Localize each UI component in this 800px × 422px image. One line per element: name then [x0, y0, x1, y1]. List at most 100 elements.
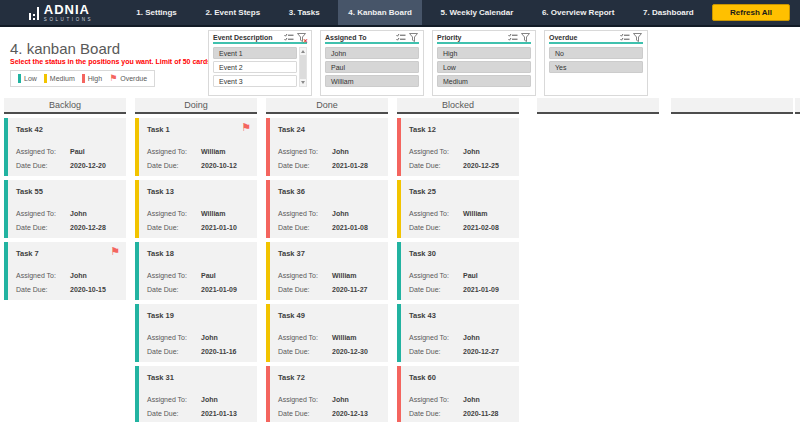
slicer-item-yes[interactable]: Yes: [549, 61, 643, 73]
date-due-label: Date Due:: [147, 348, 179, 355]
overdue-flag-icon: ⚑: [109, 74, 117, 83]
task-card[interactable]: Task 31Assigned To:JohnDate Due:2021-01-…: [135, 366, 257, 422]
task-title: Task 25: [409, 187, 436, 196]
nav-item-4-kanban-board[interactable]: 4. Kanban Board: [338, 0, 422, 25]
slicer-item-event-2[interactable]: Event 2: [213, 61, 297, 73]
column-card-list: Task 24 Assigned To: John Date Due: 2021-01-…: [266, 114, 388, 422]
legend-label: Low: [24, 75, 37, 82]
task-title: Task 18: [147, 249, 174, 258]
slicer-item-high[interactable]: High: [437, 47, 531, 59]
nav-item-2-event-steps[interactable]: 2. Event Steps: [195, 0, 270, 25]
task-card[interactable]: Task 18Assigned To:PaulDate Due:2021-01-…: [135, 242, 257, 300]
slicer-item-medium[interactable]: Medium: [437, 75, 531, 87]
filter-icon[interactable]: [409, 33, 419, 42]
task-card[interactable]: Task 55Assigned To:JohnDate Due:2020-12-…: [4, 180, 126, 238]
task-card[interactable]: Task 1⚑Assigned To:WilliamDate Due:2020-…: [135, 118, 257, 176]
date-due-label: Date Due:: [147, 286, 179, 293]
task-card[interactable]: Task 72Assigned To:JohnDate Due:2020-12-…: [266, 366, 388, 422]
date-due-value: 2020-11-16: [201, 348, 236, 355]
date-due-label: Date Due:: [16, 224, 48, 231]
task-card[interactable]: Task 19Assigned To:JohnDate Due:2020-11-…: [135, 304, 257, 362]
assigned-to-label: Assigned To:: [147, 148, 187, 155]
assigned-to-label: Assigned To:: [278, 334, 318, 341]
slicer-item-list: High Low Medium: [437, 47, 531, 87]
date-due-value: 2020-12-13: [332, 410, 368, 417]
adnia-logo: ADNIA SOLUTIONS: [0, 0, 122, 25]
slicer-item-no[interactable]: No: [549, 47, 643, 59]
task-card[interactable]: Task 49Assigned To:WilliamDate Due:2020-…: [266, 304, 388, 362]
date-due-label: Date Due:: [278, 224, 310, 231]
multi-select-icon[interactable]: [396, 33, 406, 42]
scroll-down-icon[interactable]: [301, 81, 305, 84]
date-due-label: Date Due:: [147, 224, 179, 231]
logo-subtitle: SOLUTIONS: [44, 18, 93, 23]
priority-color-bar: [44, 74, 47, 83]
task-title: Task 42: [16, 125, 43, 134]
scroll-up-icon[interactable]: [301, 50, 305, 53]
priority-color-bar: [82, 74, 85, 83]
multi-select-icon[interactable]: [620, 33, 630, 42]
task-title: Task 36: [278, 187, 305, 196]
task-card[interactable]: Task 25Assigned To:WilliamDate Due:2021-…: [397, 180, 519, 238]
task-card[interactable]: Task 12Assigned To:JohnDate Due:2020-12-…: [397, 118, 519, 176]
slicer-item-event-3[interactable]: Event 3: [213, 75, 297, 87]
date-due-label: Date Due:: [409, 224, 441, 231]
assigned-to-value: William: [463, 210, 487, 217]
nav-item-6-overview-report[interactable]: 6. Overview Report: [532, 0, 624, 25]
task-card[interactable]: Task 24Assigned To:JohnDate Due:2021-01-…: [266, 118, 388, 176]
nav-item-3-tasks[interactable]: 3. Tasks: [279, 0, 330, 25]
date-due-label: Date Due:: [409, 348, 441, 355]
task-card[interactable]: Task 43Assigned To:JohnDate Due:2020-12-…: [397, 304, 519, 362]
task-title: Task 13: [147, 187, 174, 196]
date-due-value: 2020-12-28: [70, 224, 106, 231]
legend-item-overdue: ⚑Overdue: [109, 74, 147, 83]
task-card[interactable]: Task 42Assigned To:PaulDate Due:2020-12-…: [4, 118, 126, 176]
slicer-scrollbar[interactable]: [299, 47, 307, 87]
slicer-item-william[interactable]: William: [325, 75, 419, 87]
assigned-to-value: John: [332, 396, 349, 403]
slicer-title: Assigned To: [325, 34, 393, 41]
assigned-to-value: John: [332, 148, 349, 155]
date-due-value: 2021-01-10: [201, 224, 237, 231]
refresh-all-button[interactable]: Refresh All: [712, 4, 790, 21]
multi-select-icon[interactable]: [284, 33, 294, 42]
date-due-label: Date Due:: [16, 162, 48, 169]
assigned-to-value: John: [332, 210, 349, 217]
nav-item-1-settings[interactable]: 1. Settings: [126, 0, 186, 25]
task-card[interactable]: Task 36Assigned To:JohnDate Due:2021-01-…: [266, 180, 388, 238]
task-card[interactable]: Task 30Assigned To:PaulDate Due:2021-01-…: [397, 242, 519, 300]
slicer-item-event-1[interactable]: Event 1: [213, 47, 297, 59]
date-due-label: Date Due:: [278, 348, 310, 355]
page-title: 4. kanban Board: [10, 40, 120, 57]
priority-color-bar: [18, 74, 21, 83]
task-title: Task 24: [278, 125, 305, 134]
task-card[interactable]: Task 13Assigned To:WilliamDate Due:2021-…: [135, 180, 257, 238]
scroll-thumb[interactable]: [300, 55, 306, 79]
task-card[interactable]: Task 7⚑Assigned To:JohnDate Due:2020-10-…: [4, 242, 126, 300]
date-due-label: Date Due:: [409, 286, 441, 293]
task-title: Task 30: [409, 249, 436, 258]
task-card[interactable]: Task 37Assigned To:WilliamDate Due:2020-…: [266, 242, 388, 300]
multi-select-icon[interactable]: [508, 33, 518, 42]
kanban-column-done: DoneTask 24Assigned To:JohnDate Due:2021…: [266, 98, 388, 422]
slicer-item-paul[interactable]: Paul: [325, 61, 419, 73]
kanban-column-backlog: BacklogTask 42Assigned To:PaulDate Due:2…: [4, 98, 126, 304]
clear-filter-icon[interactable]: ✕: [297, 33, 307, 42]
priority-legend: LowMediumHigh⚑Overdue: [10, 70, 155, 87]
date-due-value: 2021-01-28: [332, 162, 368, 169]
nav-item-7-dashboard[interactable]: 7. Dashboard: [633, 0, 704, 25]
filter-icon[interactable]: [521, 33, 531, 42]
legend-label: High: [88, 75, 102, 82]
filter-icon[interactable]: [633, 33, 643, 42]
date-due-label: Date Due:: [409, 162, 441, 169]
slicer-item-john[interactable]: John: [325, 47, 419, 59]
date-due-value: 2020-12-30: [332, 348, 368, 355]
assigned-to-label: Assigned To:: [409, 334, 449, 341]
task-title: Task 12: [409, 125, 436, 134]
date-due-value: 2021-02-08: [463, 224, 499, 231]
slicer-item-low[interactable]: Low: [437, 61, 531, 73]
date-due-value: 2021-01-08: [332, 224, 368, 231]
task-card[interactable]: Task 60Assigned To:JohnDate Due:2020-11-…: [397, 366, 519, 422]
kanban-column-blocked: BlockedTask 12Assigned To:JohnDate Due:2…: [397, 98, 519, 422]
nav-item-5-weekly-calendar[interactable]: 5. Weekly Calendar: [431, 0, 524, 25]
